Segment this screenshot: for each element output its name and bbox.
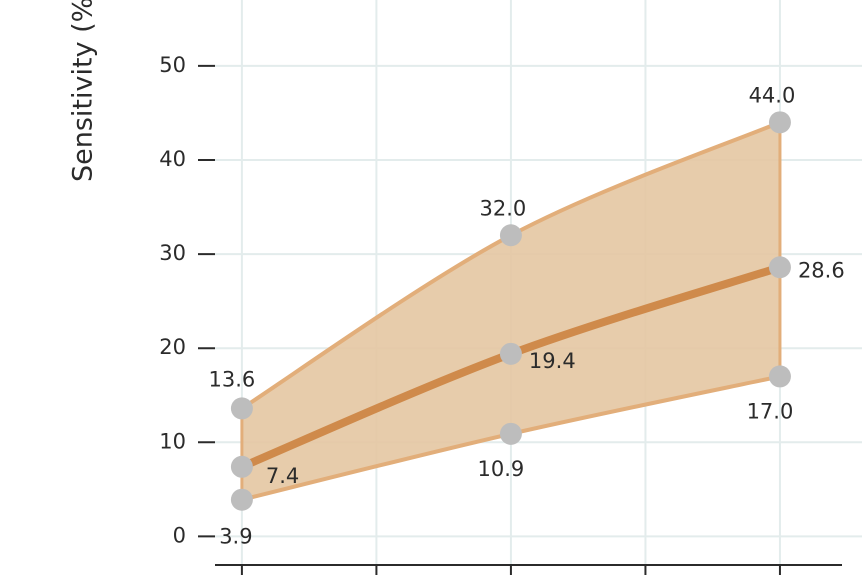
point (230, 488, 253, 511)
y-axis-label: Sensitivity (%) (68, 0, 99, 182)
y-tick-label: 30 (159, 241, 186, 265)
y-tick-label: 0 (173, 523, 186, 547)
y-tick-label: 50 (159, 53, 186, 77)
point (768, 256, 791, 279)
point (768, 111, 791, 134)
point (499, 342, 522, 365)
point (499, 224, 522, 247)
value-label: 32.0 (480, 196, 527, 220)
value-label: 19.4 (529, 349, 576, 373)
point (768, 365, 791, 388)
value-label: 17.0 (747, 399, 794, 423)
y-tick-label: 20 (159, 335, 186, 359)
y-tick-label: 10 (159, 429, 186, 453)
value-label: 3.9 (219, 525, 252, 549)
value-label: 13.6 (209, 367, 256, 391)
point (230, 397, 253, 420)
value-label: 44.0 (749, 83, 796, 107)
value-label: 7.4 (266, 464, 299, 488)
value-label: 10.9 (478, 457, 525, 481)
value-label: 28.6 (798, 258, 845, 282)
y-tick-label: 40 (159, 147, 186, 171)
point (230, 455, 253, 478)
point (499, 422, 522, 445)
